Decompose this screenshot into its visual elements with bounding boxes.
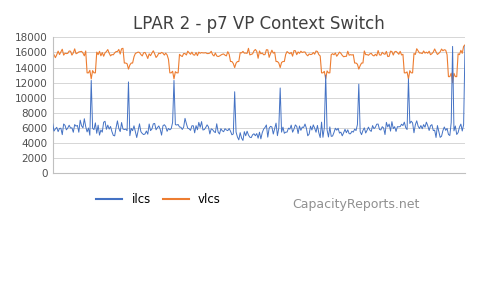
Text: CapacityReports.net: CapacityReports.net xyxy=(292,198,419,211)
Legend: ilcs, vlcs: ilcs, vlcs xyxy=(92,189,226,211)
Title: LPAR 2 - p7 VP Context Switch: LPAR 2 - p7 VP Context Switch xyxy=(133,15,384,33)
